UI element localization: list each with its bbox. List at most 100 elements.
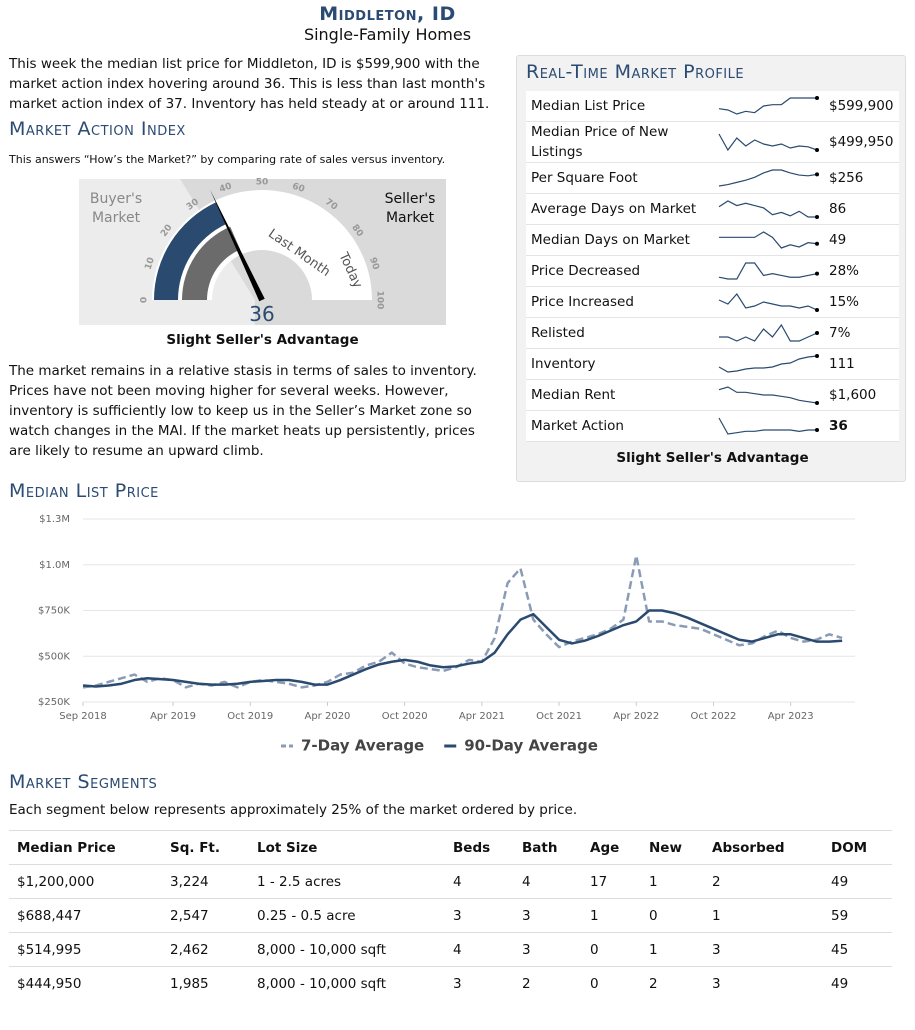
- gauge-tick-label: 50: [256, 178, 269, 188]
- gauge-tick-label: 40: [218, 182, 233, 195]
- sparkline-end: [815, 331, 819, 335]
- table-cell: 3: [514, 932, 582, 967]
- panel-footer: Slight Seller's Advantage: [616, 450, 809, 466]
- profile-row: Inventory 111: [526, 349, 899, 380]
- sparkline-line: [718, 355, 818, 373]
- y-tick-label: $1.3M: [39, 514, 70, 525]
- x-tick-label: Apr 2019: [150, 711, 196, 722]
- table-cell: 2: [641, 966, 704, 1000]
- sparkline: [718, 96, 819, 115]
- gauge-value: 36: [249, 302, 274, 326]
- series-line: [82, 554, 843, 689]
- sparkline-end: [815, 354, 819, 358]
- table-row: $514,995 2,462 8,000 - 10,000 sqft 4 3 0 1 3 45: [9, 932, 892, 967]
- table-cell: 3: [704, 932, 823, 967]
- profile-panel: Real-Time Market Profile Median List Pri…: [516, 55, 906, 482]
- row-label: Median Days on Market: [531, 232, 690, 248]
- segments-table: Median Price Sq. Ft. Lot Size Beds Bath Age Ne…: [9, 830, 892, 1000]
- profile-row: Median List Price $599,900: [526, 91, 899, 122]
- row-label: Average Days on Market: [531, 201, 697, 217]
- sparkline: [718, 386, 819, 405]
- table-cell: 59: [823, 898, 892, 933]
- sparkline: [718, 417, 819, 435]
- table-cell: $1,200,000: [9, 864, 162, 899]
- table-cell: 3: [445, 966, 514, 1000]
- column-header: Absorbed: [704, 830, 823, 865]
- table-cell: 2,462: [162, 932, 249, 967]
- profile-row: Per Square Foot $256: [526, 163, 899, 194]
- gauge-tick-label: 10: [144, 256, 157, 271]
- sparkline-end: [815, 271, 819, 276]
- y-tick-label: $250K: [38, 697, 70, 708]
- x-tick-label: Apr 2021: [459, 711, 505, 722]
- x-tick-label: Oct 2019: [227, 711, 273, 722]
- table-cell: 1 - 2.5 acres: [249, 864, 445, 899]
- row-value: 49: [829, 232, 847, 248]
- row-label: Median Price of New Listings: [531, 124, 669, 160]
- section-heading: Market Segments: [9, 771, 158, 793]
- sparkline: [718, 354, 819, 373]
- profile-row: Median Days on Market 49: [526, 225, 899, 256]
- sparkline-line: [719, 323, 818, 342]
- profile-row: Market Action 36: [526, 411, 899, 442]
- profile-row: Median Rent $1,600: [526, 380, 899, 411]
- verdict: Slight Seller's Advantage: [166, 332, 359, 348]
- x-tick-label: Apr 2022: [613, 711, 659, 722]
- sparkline-line: [718, 169, 818, 187]
- row-value: $599,900: [829, 98, 894, 114]
- sparkline-end: [815, 148, 819, 152]
- gauge-needle: [210, 189, 265, 302]
- sparkline: [718, 200, 819, 219]
- sparkline-line: [719, 231, 818, 249]
- buyer-label: Buyer's Market: [89, 191, 143, 226]
- subtitle: Single-Family Homes: [303, 25, 472, 44]
- table-cell: 3: [445, 898, 514, 933]
- table-cell: 0: [582, 966, 641, 1000]
- chart-title: Median List Price: [9, 480, 159, 502]
- gauge-tick-label: 90: [367, 256, 380, 271]
- description: This answers “How’s the Market?” by comp…: [9, 153, 446, 166]
- table-cell: 49: [823, 966, 892, 1000]
- sparkline-end: [815, 428, 819, 432]
- x-tick-label: Apr 2020: [304, 711, 350, 722]
- sparkline-end: [815, 308, 819, 312]
- table-cell: 3,224: [162, 864, 249, 899]
- sparkline: [719, 323, 819, 342]
- table-cell: 0: [582, 932, 641, 967]
- table-cell: 4: [445, 932, 514, 967]
- column-header: Sq. Ft.: [162, 830, 249, 865]
- x-tick-label: Sep 2018: [59, 711, 106, 722]
- intro: This week the median list price for Midd…: [9, 56, 490, 112]
- gauge-tick-label: 0: [140, 297, 150, 303]
- row-value: $1,600: [829, 387, 877, 403]
- table-cell: 2: [514, 966, 582, 1000]
- table-cell: 45: [823, 932, 892, 967]
- sparkline-end: [815, 96, 819, 101]
- sparkline-end: [815, 241, 819, 246]
- table-row: $688,447 2,547 0.25 - 0.5 acre 3 3 1 0 1 59: [9, 898, 892, 933]
- table-cell: 1,985: [162, 966, 249, 1000]
- gauge-tick-label: 100: [375, 291, 385, 310]
- row-value: 28%: [829, 263, 860, 279]
- table-cell: 1: [582, 898, 641, 933]
- sparkline-end: [815, 172, 819, 177]
- table-cell: 0.25 - 0.5 acre: [249, 898, 445, 933]
- profile-row: Price Increased 15%: [526, 287, 899, 318]
- sparkline-line: [718, 200, 817, 218]
- table-cell: 4: [514, 864, 582, 899]
- gauge-last-month: [182, 226, 241, 300]
- sparkline-line: [718, 417, 817, 435]
- table-cell: 2,547: [162, 898, 249, 933]
- column-header: Beds: [445, 830, 514, 865]
- sparkline: [718, 169, 819, 187]
- row-value: 86: [829, 201, 847, 217]
- table-cell: 8,000 - 10,000 sqft: [249, 966, 445, 1000]
- title: Middleton, ID: [319, 3, 456, 25]
- table-cell: 4: [445, 864, 514, 899]
- table-cell: 3: [514, 898, 582, 933]
- column-header: Median Price: [9, 830, 162, 865]
- sparkline: [718, 133, 819, 152]
- table-row: $444,950 1,985 8,000 - 10,000 sqft 3 2 0 2 3 49: [9, 966, 892, 1000]
- row-value: 7%: [829, 325, 851, 341]
